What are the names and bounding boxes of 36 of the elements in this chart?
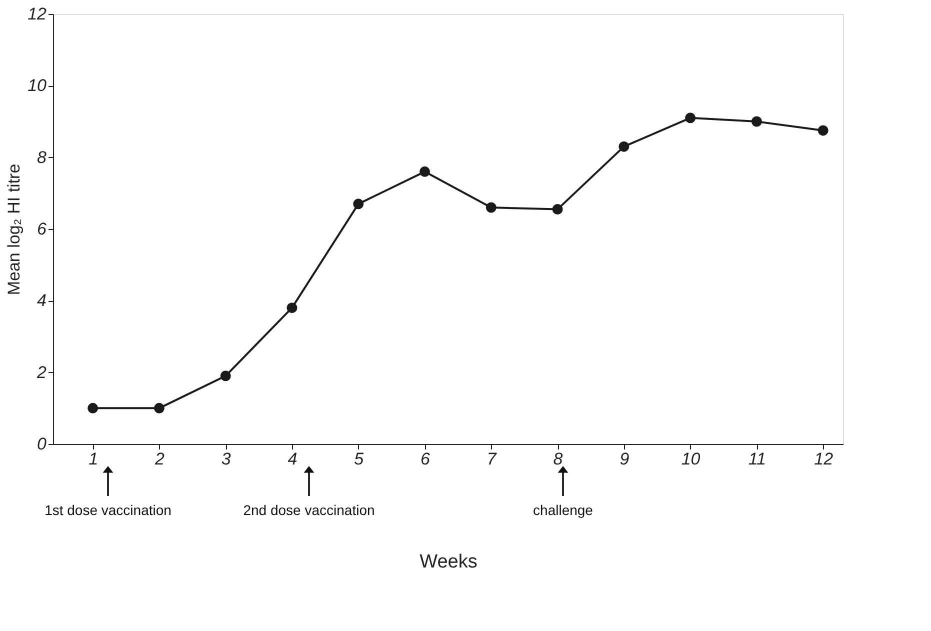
point <box>420 166 430 177</box>
x-axis-title: Weeks <box>420 552 478 572</box>
point <box>353 198 364 210</box>
y-tick-label: 0 <box>37 434 48 454</box>
x-tick-label: 6 <box>420 450 431 468</box>
y-tick-label: 8 <box>37 148 48 167</box>
point <box>286 302 298 314</box>
point <box>154 402 164 414</box>
x-tick-label: 11 <box>748 450 766 468</box>
text: challenge <box>533 502 594 518</box>
x-tick-label: 10 <box>681 450 701 468</box>
x-tick-label: 4 <box>288 450 298 468</box>
text: 2nd dose vaccination <box>243 502 375 518</box>
x-tick-label: 7 <box>486 450 497 468</box>
point <box>685 112 696 124</box>
y-tick-label: 6 <box>37 220 48 238</box>
point <box>88 402 98 414</box>
x-tick-label: 5 <box>354 450 364 468</box>
point <box>618 141 630 152</box>
x-tick-label: 2 <box>154 450 165 468</box>
point <box>552 204 563 215</box>
point <box>818 125 828 136</box>
point <box>486 202 496 213</box>
y-tick-label: 2 <box>36 362 48 382</box>
point <box>220 370 231 382</box>
y-tick-label: 10 <box>28 76 48 96</box>
x-tick-label: 12 <box>814 450 834 468</box>
x-tick-label: 8 <box>553 450 564 468</box>
y-axis-title: Mean log₂ HI titre <box>4 164 24 296</box>
x-tick-label: 9 <box>620 450 630 468</box>
y-tick-label: 4 <box>37 291 46 310</box>
text: 1st dose vaccination <box>44 502 172 518</box>
x-tick-label: 1 <box>88 450 98 468</box>
y-tick-label: 12 <box>28 4 48 24</box>
point <box>751 116 762 127</box>
x-tick-label: 3 <box>221 450 232 468</box>
